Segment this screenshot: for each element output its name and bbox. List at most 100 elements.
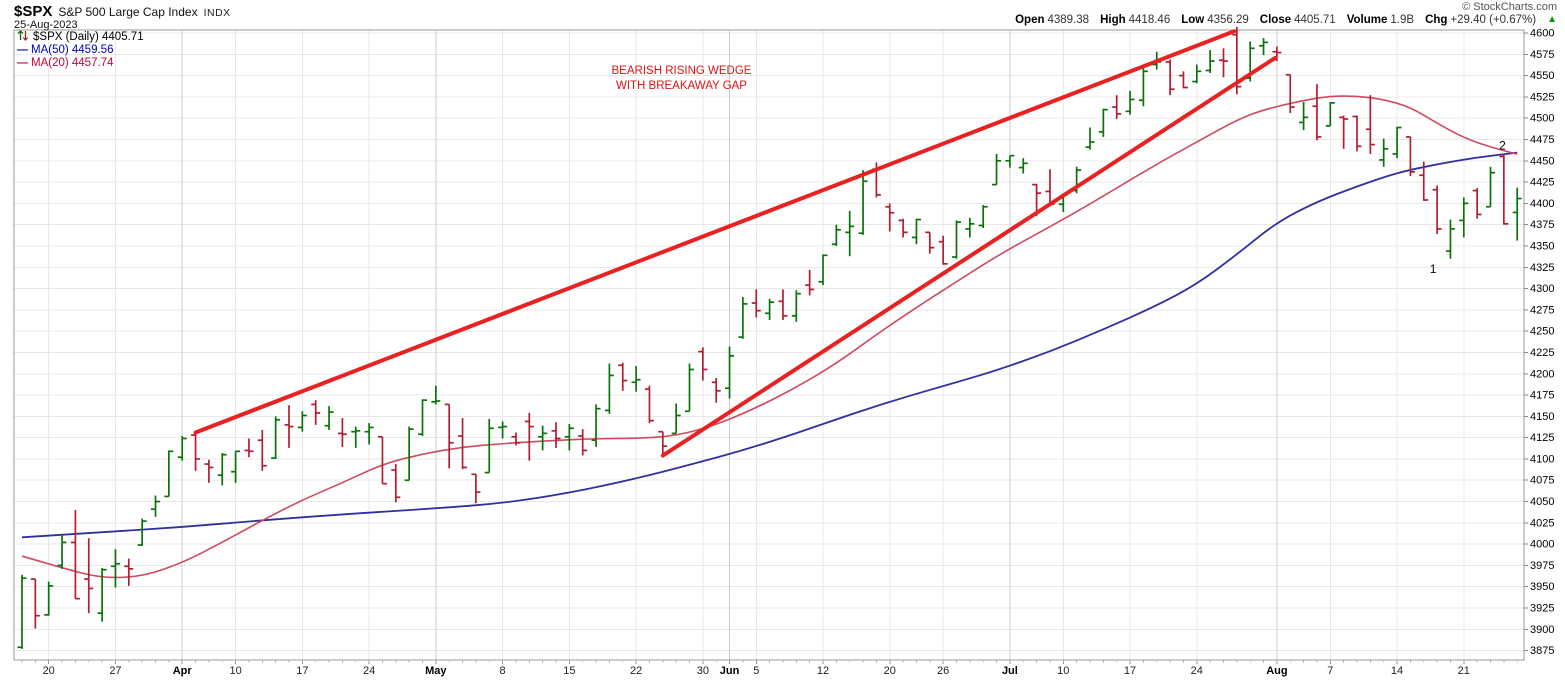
ohlc-bar xyxy=(1018,158,1028,174)
ohlc-bar xyxy=(898,218,908,238)
ohlc-bar xyxy=(177,435,187,461)
ohlc-bar xyxy=(805,269,815,296)
ohlc-bar xyxy=(604,363,614,414)
ohlc-bar xyxy=(70,510,80,600)
ohlc-bar xyxy=(337,418,347,448)
ohlc-bar xyxy=(124,558,134,586)
ohlc-bar xyxy=(431,385,441,405)
x-axis-label: 12 xyxy=(817,665,829,677)
ohlc-bar xyxy=(1392,126,1402,159)
ohlc-bars xyxy=(17,27,1522,649)
ohlc-bar xyxy=(885,203,895,232)
ohlc-bar xyxy=(311,400,321,425)
ohlc-bar xyxy=(1405,136,1415,177)
y-axis-label: 4275 xyxy=(1530,304,1554,316)
ohlc-bar xyxy=(324,406,334,430)
number-marker: 1 xyxy=(1430,262,1437,276)
ohlc-bar xyxy=(1312,84,1322,141)
ohlc-bar xyxy=(1259,38,1269,56)
legend-series-row: $SPX (Daily) 4405.71 xyxy=(17,30,144,44)
x-axis-label: 10 xyxy=(1057,665,1069,677)
x-axis-label: 20 xyxy=(43,665,55,677)
ohlc-bar xyxy=(1112,95,1122,120)
ohlc-bar xyxy=(1219,48,1228,78)
legend-ma50-label: MA(50) 4459.56 xyxy=(31,44,114,56)
ohlc-bar xyxy=(30,578,40,629)
y-axis-label: 4550 xyxy=(1530,70,1554,82)
change-up-arrow-icon: ▲ xyxy=(1547,14,1557,25)
ohlc-bar xyxy=(351,426,361,448)
y-axis-label: 4175 xyxy=(1530,390,1554,402)
y-axis-label: 3925 xyxy=(1530,603,1554,615)
ohlc-bar xyxy=(1138,65,1148,107)
y-axis-label: 4375 xyxy=(1530,219,1554,231)
ohlc-bar xyxy=(1085,127,1095,150)
ohlc-bar xyxy=(244,438,254,458)
ohlc-bar xyxy=(1379,138,1389,167)
y-axis-label: 4025 xyxy=(1530,517,1554,529)
ohlc-bar xyxy=(845,211,855,257)
copyright: © StockCharts.com xyxy=(1462,1,1557,13)
ohlc-bar xyxy=(818,254,828,286)
plot-border xyxy=(13,29,1525,661)
y-axis-label: 4150 xyxy=(1530,411,1554,423)
wedge-annotation-text: BEARISH RISING WEDGE xyxy=(612,65,752,77)
quote-close: Close 4405.71 xyxy=(1259,14,1336,26)
ohlc-bar xyxy=(524,412,534,461)
ohlc-bar xyxy=(751,289,761,318)
ohlc-bar xyxy=(191,430,201,471)
ohlc-bar xyxy=(1299,101,1309,131)
ohlc-bar xyxy=(685,363,694,413)
ohlc-bar xyxy=(1205,50,1215,74)
quote-open: Open 4389.38 xyxy=(1015,14,1090,26)
x-axis-label: 7 xyxy=(1327,665,1333,677)
ohlc-bar xyxy=(831,224,841,246)
ohlc-bar xyxy=(511,432,521,446)
y-axis-label: 4050 xyxy=(1530,496,1554,508)
ohlc-bar xyxy=(1165,59,1175,96)
ohlc-bar xyxy=(1419,161,1429,201)
y-axis-label: 4075 xyxy=(1530,475,1554,487)
x-axis-label: 30 xyxy=(697,665,709,677)
ohlc-bar xyxy=(284,405,294,448)
ohlc-bar xyxy=(204,459,214,483)
ohlc-bar xyxy=(484,418,494,474)
ma50-line xyxy=(21,151,1518,539)
ma20-line xyxy=(21,95,1518,579)
ohlc-bar xyxy=(725,346,735,399)
ohlc-bar xyxy=(631,366,641,392)
x-axis-label: 22 xyxy=(630,665,642,677)
chart-title: $SPX S&P 500 Large Cap Index INDX xyxy=(14,3,231,21)
ohlc-bar xyxy=(1178,71,1188,89)
x-axis-label: 24 xyxy=(363,665,375,677)
ohlc-bar xyxy=(44,581,54,616)
ohlc-bar xyxy=(137,518,147,546)
y-axis-label: 4100 xyxy=(1530,453,1554,465)
ohlc-bar xyxy=(1472,188,1482,219)
ohlc-bar xyxy=(17,574,27,649)
y-axis-label: 3900 xyxy=(1530,624,1554,636)
moving-average-lines xyxy=(21,95,1518,579)
ohlc-bar xyxy=(618,362,628,391)
wedge-trendline xyxy=(660,55,1278,458)
ohlc-bar xyxy=(698,347,708,381)
legend-ma20-label: MA(20) 4457.74 xyxy=(31,57,114,69)
ohlc-bar xyxy=(1098,108,1108,137)
y-axis-label: 4450 xyxy=(1530,155,1554,167)
axis-labels: 3875 3900 3925 3950 3975 4000 4025 4050 4075 4100… xyxy=(43,27,1555,677)
ohlc-bar xyxy=(765,298,775,321)
y-axis-label: 4125 xyxy=(1530,432,1554,444)
ohlc-bar xyxy=(498,421,508,439)
ohlc-bar xyxy=(458,418,468,470)
ohlc-bar xyxy=(738,297,748,339)
x-axis-label: Apr xyxy=(173,665,193,677)
annotations: BEARISH RISING WEDGE WITH BREAKAWAY GAP 1 2 xyxy=(193,29,1506,458)
ohlc-bar xyxy=(1499,153,1509,225)
y-axis-label: 4325 xyxy=(1530,262,1554,274)
x-axis-label: 14 xyxy=(1391,665,1403,677)
ohlc-bar xyxy=(1325,101,1335,127)
legend-ma50-row: — MA(50) 4459.56 xyxy=(17,44,144,57)
ohlc-bar xyxy=(938,235,948,265)
ohlc-bar xyxy=(418,399,427,436)
